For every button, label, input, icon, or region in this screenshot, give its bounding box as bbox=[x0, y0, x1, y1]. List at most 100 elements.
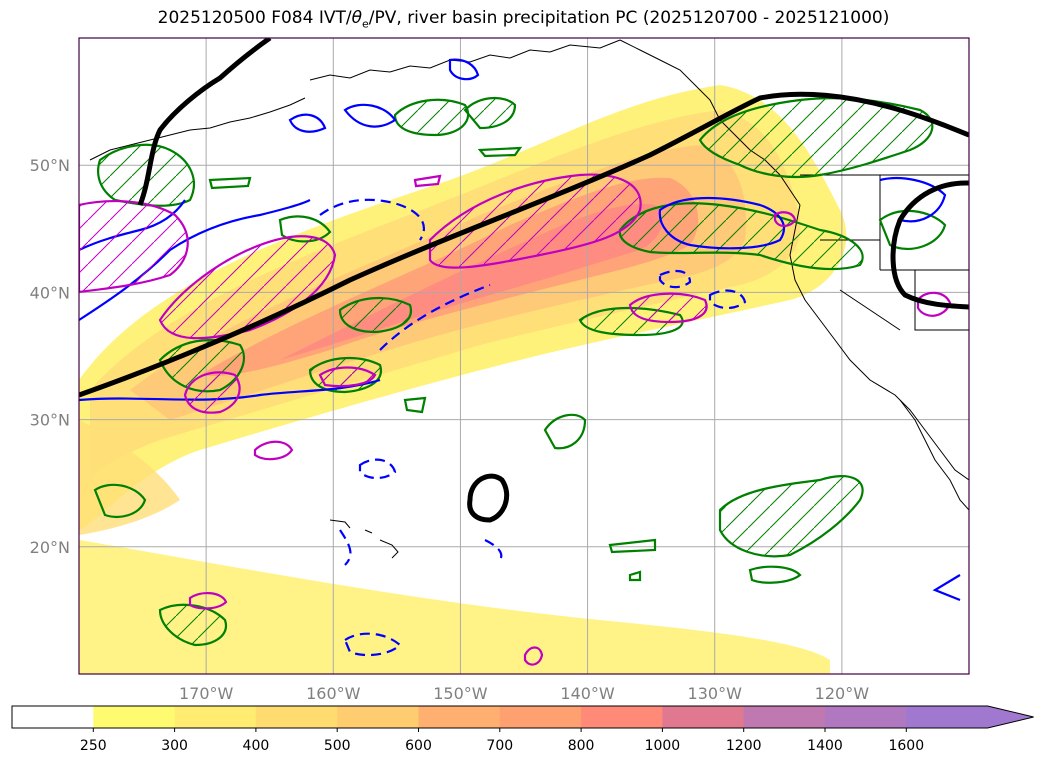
theta-e-line-6 bbox=[79, 378, 381, 402]
theta-e-line-9 bbox=[448, 58, 480, 81]
pv-area-east bbox=[428, 173, 642, 269]
precip-area-west-coast bbox=[618, 202, 864, 271]
lon-tick-label: 150°W bbox=[433, 684, 488, 703]
theta-e-dashed-3 bbox=[343, 632, 402, 657]
title-theta-sub: e bbox=[362, 17, 369, 31]
colorbar-level-label: 1000 bbox=[645, 738, 681, 754]
colorbar-segment-3 bbox=[255, 706, 338, 728]
precip-area-subtropical bbox=[718, 475, 864, 558]
pv-area-west bbox=[79, 200, 189, 294]
precip-blob-8 bbox=[403, 396, 427, 414]
colorbar: 250 300 400 500 600 700 800 1000 1200 1400 1600 bbox=[11, 705, 1034, 754]
pv-blob-2 bbox=[188, 592, 228, 610]
colorbar-segment-6 bbox=[499, 706, 582, 728]
pv-area-mid bbox=[318, 366, 377, 388]
colorbar-level-label: 250 bbox=[80, 738, 107, 754]
colorbar-segment-10 bbox=[825, 706, 907, 728]
lat-tick-label: 40°N bbox=[30, 283, 70, 302]
alaska-coast bbox=[309, 39, 621, 81]
theta-e-dashed-4 bbox=[658, 269, 692, 289]
colorbar-level-label: 400 bbox=[243, 738, 270, 754]
lon-tick-label: 170°W bbox=[179, 684, 234, 703]
lat-tick-label: 30°N bbox=[30, 411, 70, 430]
colorbar-segment-1 bbox=[93, 706, 176, 728]
lon-tick-label: 120°W bbox=[815, 684, 870, 703]
precip-area-n2 bbox=[463, 97, 517, 130]
aleutians bbox=[89, 97, 306, 161]
map-plot-area bbox=[79, 38, 969, 674]
theta-e-line-7 bbox=[879, 177, 947, 223]
lat-tick-label: 20°N bbox=[30, 538, 70, 557]
pv-blob-5 bbox=[413, 174, 442, 188]
lon-tick-label: 140°W bbox=[560, 684, 615, 703]
colorbar-level-label: 800 bbox=[568, 738, 595, 754]
map-frame bbox=[78, 37, 970, 675]
colorbar-level-label: 500 bbox=[324, 738, 351, 754]
pv-area-central bbox=[158, 235, 337, 340]
theta-e-line-1 bbox=[79, 199, 311, 321]
latitude-labels: 50°N 40°N 30°N 20°N bbox=[30, 156, 70, 557]
lon-tick-label: 160°W bbox=[306, 684, 361, 703]
jet-axis-east bbox=[890, 180, 969, 310]
pv-area-se bbox=[628, 292, 708, 324]
ivt-band-tail bbox=[79, 420, 180, 535]
precip-blob-9 bbox=[748, 565, 802, 584]
pv-blob-4 bbox=[916, 291, 952, 317]
colorbar-outline bbox=[11, 705, 1034, 729]
theta-e-dashed-2 bbox=[358, 458, 397, 480]
lat-tick-label: 50°N bbox=[30, 156, 70, 175]
hawaii bbox=[329, 519, 399, 559]
colorbar-segment-8 bbox=[662, 706, 745, 728]
colorbar-level-label: 1200 bbox=[726, 738, 762, 754]
jet-closed-low bbox=[467, 473, 510, 523]
theta-e-dashed-7 bbox=[339, 529, 352, 566]
colorbar-level-label: 600 bbox=[405, 738, 432, 754]
precip-blob-7 bbox=[878, 209, 947, 250]
theta-e-dashed-8 bbox=[484, 539, 503, 561]
pv-contours bbox=[79, 173, 952, 666]
theta-e-dashed-1 bbox=[319, 198, 425, 241]
theta-e-dashed-6 bbox=[379, 283, 491, 351]
colorbar-segment-2 bbox=[174, 706, 257, 728]
precip-contours bbox=[93, 96, 947, 647]
title-prefix: 2025120500 F084 IVT/ bbox=[157, 8, 352, 28]
theta-e-line-5 bbox=[343, 103, 397, 128]
precip-blob-6 bbox=[208, 176, 252, 190]
colorbar-segment-7 bbox=[581, 706, 663, 728]
colorbar-extend-arrow bbox=[906, 706, 1034, 728]
theta-e-contours bbox=[79, 58, 961, 657]
precip-area-north bbox=[393, 98, 470, 137]
precip-area-gulf-alaska bbox=[698, 96, 934, 179]
ivt-band-fan bbox=[79, 540, 830, 674]
baja-coast bbox=[899, 399, 969, 511]
lon-tick-label: 130°W bbox=[688, 684, 743, 703]
colorbar-segment-4 bbox=[337, 706, 419, 728]
theta-e-line-3 bbox=[658, 196, 785, 250]
colorbar-level-label: 1400 bbox=[807, 738, 843, 754]
colorbar-level-label: 1600 bbox=[888, 738, 924, 754]
precip-blob-4 bbox=[608, 538, 657, 554]
colorbar-segment-9 bbox=[743, 706, 826, 728]
pv-blob-3 bbox=[523, 646, 544, 666]
jet-axis-north bbox=[137, 38, 272, 206]
colorbar-level-label: 700 bbox=[486, 738, 513, 754]
map-title: 2025120500 F084 IVT/θe/PV, river basin p… bbox=[0, 8, 1047, 30]
theta-e-dashed-5 bbox=[708, 289, 747, 310]
longitude-labels: 170°W 160°W 150°W 140°W 130°W 120°W bbox=[179, 684, 869, 703]
theta-e-line-4 bbox=[288, 113, 327, 133]
precip-blob-10 bbox=[628, 570, 642, 582]
title-theta: θ bbox=[351, 8, 362, 28]
precip-blob-2 bbox=[543, 413, 587, 450]
theta-e-line-8 bbox=[932, 574, 961, 602]
precip-blob-3 bbox=[477, 146, 523, 158]
jet-lines bbox=[79, 38, 969, 523]
colorbar-segment-5 bbox=[418, 706, 501, 728]
pv-area-south bbox=[183, 371, 241, 414]
precip-blob-1 bbox=[93, 483, 147, 518]
jet-axis-main bbox=[79, 91, 969, 398]
precip-area-mid-3 bbox=[338, 296, 413, 334]
colorbar-segment-0 bbox=[12, 706, 94, 728]
pv-blob-6 bbox=[773, 211, 797, 228]
pv-blob-1 bbox=[253, 440, 294, 461]
